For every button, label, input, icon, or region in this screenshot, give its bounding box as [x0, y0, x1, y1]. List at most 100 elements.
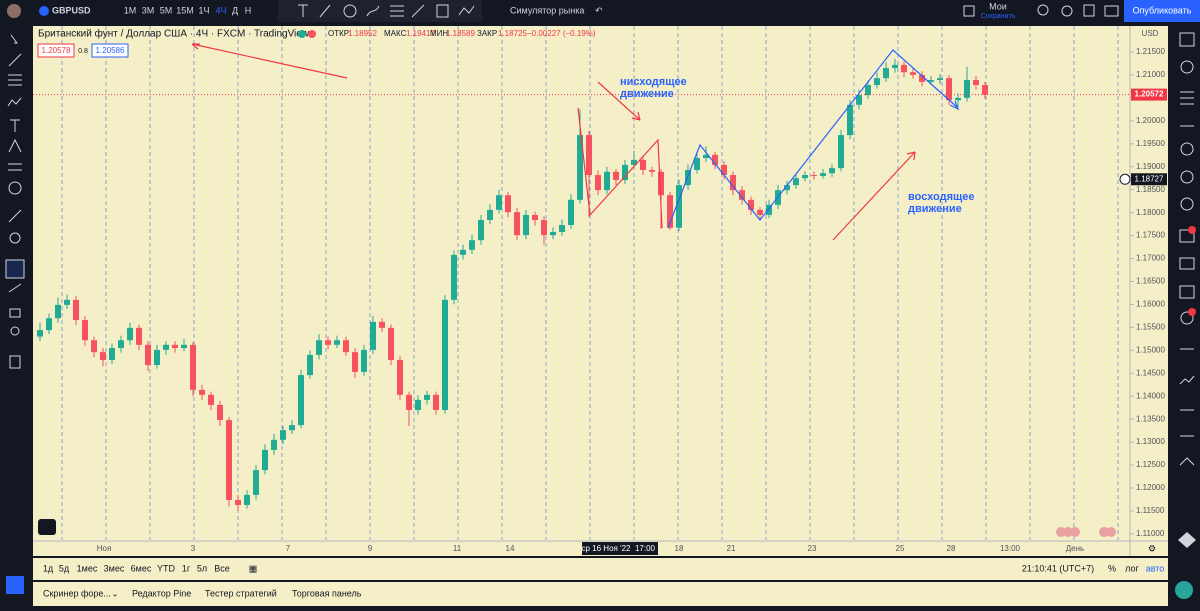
currency: USD — [1142, 29, 1159, 38]
candle-body — [298, 375, 304, 426]
alert-status — [308, 30, 316, 38]
candle-body — [820, 173, 826, 176]
date-range-icon[interactable]: ▦ — [249, 563, 258, 573]
candle-body — [955, 97, 961, 101]
candle-body — [280, 430, 286, 440]
publish[interactable]: Опубликовать — [1133, 5, 1192, 15]
candle-body — [784, 185, 790, 191]
candle-body — [163, 344, 169, 350]
interval[interactable]: 1Ч — [198, 5, 209, 15]
replay[interactable]: Симулятор рынка — [510, 5, 584, 15]
top-icons[interactable] — [1037, 4, 1119, 17]
range[interactable]: 3мес — [104, 563, 125, 573]
interval[interactable]: Н — [245, 5, 252, 15]
left-tools[interactable] — [5, 34, 25, 369]
ohlc-value: 1.19417 — [406, 29, 435, 38]
time-label: 14 — [506, 544, 515, 553]
drawing — [597, 81, 641, 121]
range[interactable]: 5д — [59, 563, 70, 573]
ohlc-label: МАКС — [384, 29, 407, 38]
candle-body — [757, 209, 763, 215]
price-tick-label: 1.12500 — [1136, 460, 1165, 469]
candle-body — [910, 72, 916, 75]
layouts[interactable]: Мои — [989, 1, 1007, 11]
panel-tab[interactable]: Редактор Pine — [132, 588, 191, 598]
candle-body — [829, 168, 835, 174]
settings-icon[interactable]: ⚙ — [1148, 543, 1156, 553]
range[interactable]: 1д — [43, 563, 54, 573]
candle-body — [730, 175, 736, 191]
crosshair-price-box — [1131, 173, 1167, 186]
spread: 0.8 — [78, 48, 88, 55]
percent-toggle[interactable]: % — [1108, 563, 1116, 573]
range[interactable]: Все — [214, 563, 230, 573]
candle-body — [262, 449, 268, 471]
symbol[interactable]: GBPUSD — [52, 5, 91, 15]
candle-body — [235, 499, 241, 505]
candle-body — [928, 80, 934, 82]
right-widgets[interactable] — [1179, 32, 1195, 466]
range[interactable]: YTD — [157, 563, 176, 573]
ask[interactable]: 1.20586 — [96, 46, 125, 55]
interval[interactable]: 5M — [160, 5, 173, 15]
ohlc-value: 1.18952 — [348, 29, 377, 38]
time-label: 21 — [727, 544, 736, 553]
interval[interactable]: 15M — [176, 5, 194, 15]
favorites[interactable] — [6, 576, 24, 594]
ohlc-label: МИН — [430, 29, 448, 38]
price-tick-label: 1.19000 — [1136, 162, 1165, 171]
publish-button[interactable] — [1124, 0, 1200, 22]
panel-tab[interactable]: Торговая панель — [292, 588, 362, 598]
drawing-tools[interactable] — [298, 4, 475, 18]
price-tick-label: 1.16500 — [1136, 277, 1165, 286]
candle-body — [316, 340, 322, 355]
candle-body — [649, 169, 655, 172]
crosshair-date: ср 16 Ноя '22 — [582, 544, 632, 553]
range[interactable]: 1мес — [77, 563, 98, 573]
candle-body — [388, 327, 394, 360]
auto-toggle[interactable]: авто — [1146, 563, 1165, 573]
log-toggle[interactable]: лог — [1125, 563, 1139, 573]
candle-body — [451, 254, 457, 300]
candle-body — [460, 249, 466, 255]
panel-tab[interactable]: Тестер стратегий — [205, 588, 277, 598]
buy-box[interactable] — [91, 43, 129, 58]
avatar[interactable] — [7, 4, 21, 18]
candle-body — [613, 171, 619, 181]
interval[interactable]: 4Ч — [215, 5, 226, 15]
candle-body — [487, 209, 493, 220]
crosshair-price: 1.18727 — [1135, 174, 1164, 183]
sell-box[interactable] — [37, 43, 75, 58]
candle-body — [550, 231, 556, 236]
candle-body — [55, 304, 61, 319]
last-price: 1.20572 — [1135, 90, 1164, 99]
range-bar — [33, 558, 1168, 580]
save[interactable]: Сохранить — [981, 13, 1016, 20]
candle-body — [217, 404, 223, 421]
price-tick-label: 1.11000 — [1136, 529, 1165, 538]
candle-body — [595, 175, 601, 191]
interval[interactable]: 1M — [124, 5, 137, 15]
price-tick-label: 1.21500 — [1136, 47, 1165, 56]
replay-icon[interactable]: ↶ — [595, 5, 603, 15]
layout-icon[interactable] — [963, 5, 975, 17]
price-tick-label: 1.11500 — [1136, 506, 1165, 515]
candle-body — [100, 352, 106, 360]
candle-body — [676, 185, 682, 228]
range[interactable]: 5л — [197, 563, 207, 573]
ohlc-value: 1.18589 — [446, 29, 475, 38]
candle-body — [325, 340, 331, 345]
widget-icon[interactable] — [1178, 532, 1196, 548]
dropdown-icon[interactable]: ⌄ — [111, 588, 119, 598]
range[interactable]: 1г — [182, 563, 191, 573]
interval[interactable]: 3M — [142, 5, 155, 15]
panel-bar — [33, 582, 1168, 606]
add-alert[interactable] — [1119, 173, 1131, 185]
bid[interactable]: 1.20578 — [42, 46, 71, 55]
drawing-toolbar — [278, 0, 482, 22]
range[interactable]: 6мес — [131, 563, 152, 573]
price-tick-label: 1.17500 — [1136, 231, 1165, 240]
panel-tab[interactable]: Скринер форе... — [43, 588, 111, 598]
interval[interactable]: Д — [232, 5, 238, 15]
